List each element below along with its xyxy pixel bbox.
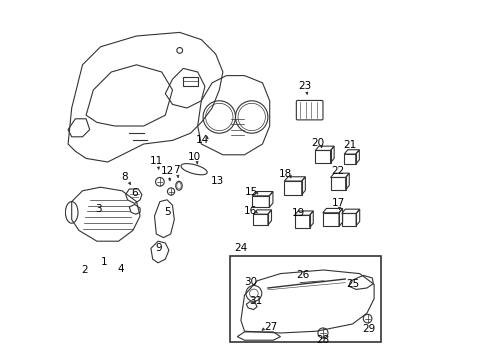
Text: 29: 29 bbox=[361, 324, 375, 334]
Text: 30: 30 bbox=[243, 276, 256, 287]
Bar bbox=[344, 154, 355, 164]
Text: 10: 10 bbox=[188, 152, 201, 162]
Text: 31: 31 bbox=[249, 296, 262, 306]
Text: 22: 22 bbox=[330, 166, 343, 176]
Text: 20: 20 bbox=[311, 138, 324, 148]
Text: 18: 18 bbox=[279, 169, 292, 179]
Text: 4: 4 bbox=[117, 264, 124, 274]
Text: 7: 7 bbox=[172, 165, 179, 175]
Text: 5: 5 bbox=[164, 207, 170, 217]
Bar bbox=[322, 213, 338, 226]
Text: 13: 13 bbox=[210, 176, 224, 186]
Text: 14: 14 bbox=[195, 135, 208, 145]
Text: 2: 2 bbox=[81, 265, 87, 275]
Bar bbox=[284, 181, 301, 195]
Text: 25: 25 bbox=[346, 279, 359, 289]
Text: 21: 21 bbox=[343, 140, 356, 150]
Text: 23: 23 bbox=[298, 81, 311, 91]
Bar bbox=[251, 196, 269, 207]
Text: 17: 17 bbox=[331, 198, 345, 208]
Bar bbox=[315, 150, 330, 163]
Text: 27: 27 bbox=[263, 321, 277, 332]
Text: 24: 24 bbox=[234, 243, 247, 253]
Text: 8: 8 bbox=[121, 172, 127, 182]
Text: 1: 1 bbox=[101, 257, 107, 267]
Text: 15: 15 bbox=[244, 186, 258, 197]
Text: 26: 26 bbox=[296, 270, 309, 280]
Text: 16: 16 bbox=[244, 206, 257, 216]
Bar bbox=[230, 256, 381, 342]
Text: 6: 6 bbox=[131, 188, 138, 198]
Bar bbox=[330, 177, 345, 190]
Text: 28: 28 bbox=[316, 335, 329, 345]
Text: 19: 19 bbox=[291, 208, 305, 219]
Text: 9: 9 bbox=[155, 243, 162, 253]
Text: 11: 11 bbox=[149, 156, 162, 166]
Bar bbox=[341, 213, 355, 226]
Text: 3: 3 bbox=[95, 204, 102, 214]
Bar bbox=[294, 215, 309, 228]
Bar bbox=[253, 214, 267, 225]
Text: 12: 12 bbox=[161, 166, 174, 176]
